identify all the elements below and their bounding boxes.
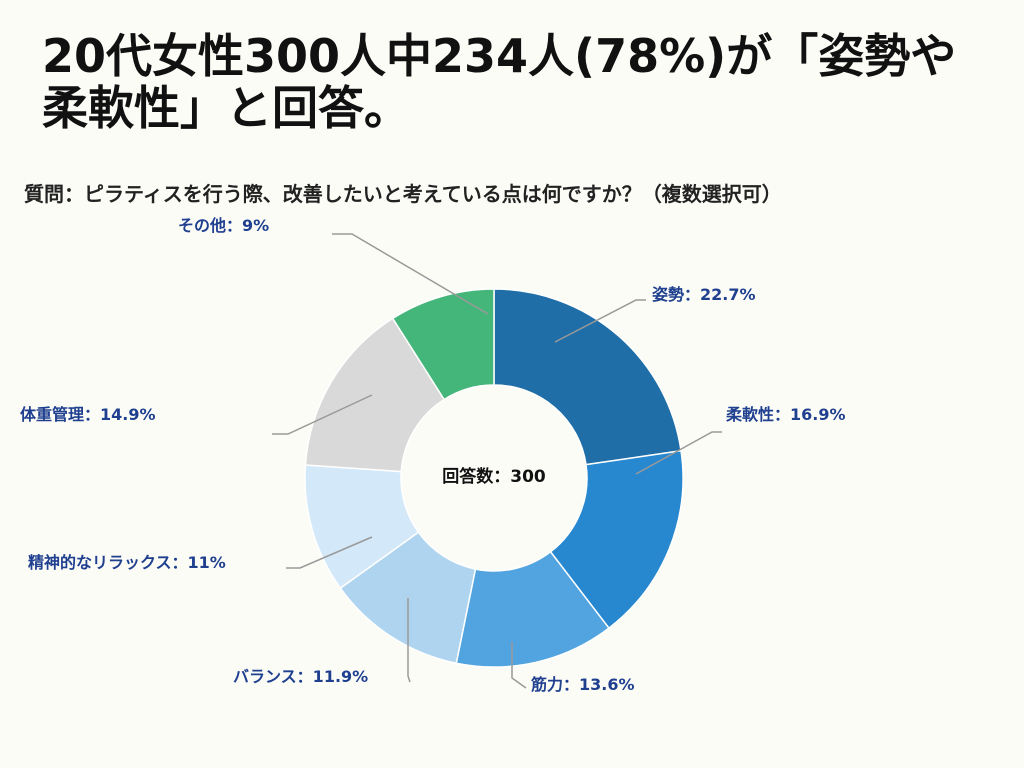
label-flexibility: 柔軟性：16.9% — [725, 405, 846, 424]
leader-line-other — [332, 233, 489, 315]
slice-weight — [304, 317, 446, 473]
slice-other — [391, 288, 495, 401]
leader-line-weight — [272, 394, 373, 435]
leader-line-flexibility — [635, 431, 722, 475]
label-balance: バランス：11.9% — [233, 667, 368, 686]
label-weight: 体重管理：14.9% — [20, 405, 156, 424]
leader-line-balance — [407, 598, 411, 683]
slice-flexibility — [549, 449, 684, 630]
label-posture: 姿勢：22.7% — [652, 285, 756, 304]
chart-title: 20代女性300人中234人(78%)が「姿勢や柔軟性」と回答。 — [42, 29, 957, 135]
leader-line-strength — [511, 642, 527, 689]
slices — [304, 288, 684, 668]
leader-line-posture — [554, 299, 646, 343]
leader-line-relaxation — [286, 536, 373, 569]
slice-strength — [455, 550, 610, 668]
slice-labels: 姿勢：22.7% 柔軟性：16.9% 筋力：13.6% バランス：11.9% 精神的なリ… — [20, 216, 846, 694]
label-strength: 筋力：13.6% — [530, 675, 635, 694]
leader-lines — [272, 233, 722, 689]
slice-posture — [493, 288, 682, 466]
label-relaxation: 精神的なリラックス：11% — [28, 553, 226, 572]
center-label: 回答数：300 — [442, 466, 546, 487]
question-text: 質問：ピラティスを行う際、改善したいと考えている点は何ですか？（複数選択可） — [24, 182, 782, 206]
label-other: その他：9% — [178, 216, 269, 235]
